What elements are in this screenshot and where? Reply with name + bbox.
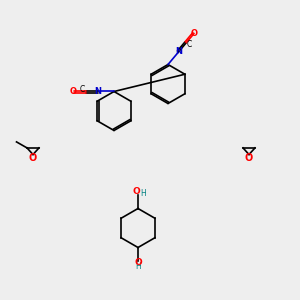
Text: O: O bbox=[133, 188, 140, 196]
Text: N: N bbox=[94, 87, 101, 96]
Text: O: O bbox=[190, 29, 197, 38]
Text: O: O bbox=[245, 153, 253, 163]
Text: O: O bbox=[70, 87, 77, 96]
Text: O: O bbox=[134, 258, 142, 267]
Text: H: H bbox=[135, 262, 141, 271]
Text: C: C bbox=[80, 85, 85, 94]
Text: N: N bbox=[175, 47, 182, 56]
Text: O: O bbox=[29, 153, 37, 163]
Text: C: C bbox=[187, 40, 192, 49]
Text: H: H bbox=[140, 189, 146, 198]
